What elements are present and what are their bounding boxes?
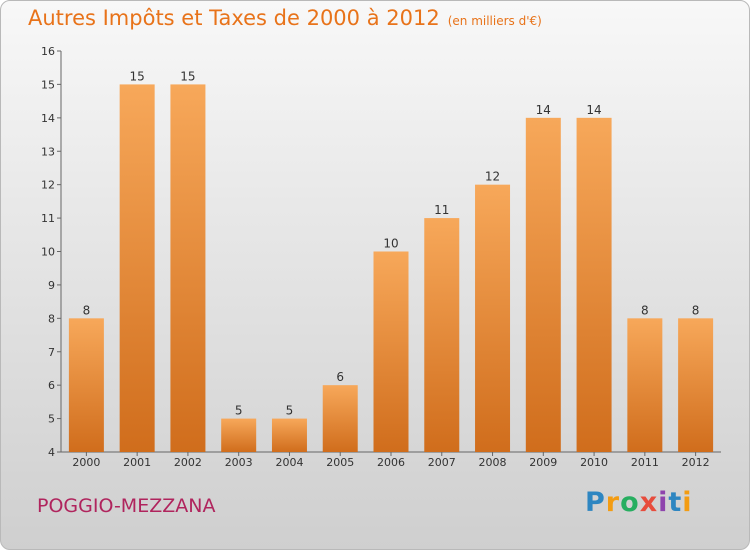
bar: [475, 184, 511, 452]
proxiti-logo: Proxiti: [585, 487, 693, 518]
y-tick-label: 9: [48, 279, 55, 292]
logo-letter: x: [639, 487, 659, 518]
bar: [68, 318, 104, 452]
data-label: 8: [83, 303, 91, 317]
logo-letter: r: [605, 487, 621, 518]
data-label: 12: [485, 170, 500, 184]
y-tick-label: 16: [41, 45, 55, 58]
x-tick-label: 2000: [72, 456, 100, 469]
logo-letter: t: [668, 487, 683, 518]
x-tick-label: 2006: [377, 456, 405, 469]
y-tick-label: 4: [48, 446, 55, 459]
x-tick-label: 2009: [529, 456, 557, 469]
bar: [627, 318, 663, 452]
data-label: 15: [180, 69, 195, 83]
y-tick-label: 11: [41, 212, 55, 225]
data-label: 10: [383, 237, 398, 251]
x-tick-label: 2007: [428, 456, 456, 469]
x-tick-label: 2002: [174, 456, 202, 469]
y-tick-label: 7: [48, 346, 55, 359]
y-tick-label: 6: [48, 379, 55, 392]
labels: 2000 8 2001 15 2002 15 2003 5 2004 5 2005 6 2006 10 20…: [72, 69, 709, 469]
y-tick-label: 14: [41, 112, 55, 125]
bar: [678, 318, 714, 452]
y-tick-label: 15: [41, 78, 55, 91]
data-label: 6: [336, 370, 344, 384]
y-tick-label: 5: [48, 413, 55, 426]
y-tick-label: 12: [41, 179, 55, 192]
bar: [424, 218, 460, 452]
bar: [576, 117, 612, 452]
bar: [373, 251, 409, 452]
logo-letter: P: [585, 487, 606, 518]
x-tick-label: 2003: [225, 456, 253, 469]
data-label: 15: [130, 69, 145, 83]
x-tick-label: 2010: [580, 456, 608, 469]
bar: [525, 117, 561, 452]
data-label: 14: [586, 103, 601, 117]
data-label: 8: [692, 303, 700, 317]
data-label: 5: [235, 404, 243, 418]
x-tick-label: 2004: [275, 456, 303, 469]
y-tick-label: 8: [48, 312, 55, 325]
bar: [271, 418, 307, 452]
chart-title: Autres Impôts et Taxes de 2000 à 2012 (en…: [28, 6, 542, 30]
place-name: POGGIO-MEZZANA: [37, 495, 216, 517]
logo-letter: i: [658, 487, 669, 518]
x-tick-label: 2011: [631, 456, 659, 469]
bars: [68, 84, 714, 453]
x-tick-label: 2005: [326, 456, 354, 469]
bar: [119, 84, 155, 453]
y-tick-label: 10: [41, 246, 55, 259]
data-label: 11: [434, 203, 449, 217]
bar: [221, 418, 257, 452]
x-tick-label: 2001: [123, 456, 151, 469]
data-label: 14: [536, 103, 551, 117]
x-tick-label: 2012: [682, 456, 710, 469]
bar: [170, 84, 206, 453]
bar: [322, 385, 358, 452]
data-label: 5: [286, 404, 294, 418]
x-tick-label: 2008: [479, 456, 507, 469]
y-tick-label: 13: [41, 145, 55, 158]
logo-letter: i: [682, 487, 693, 518]
chart-title-text: Autres Impôts et Taxes de 2000 à 2012: [28, 6, 440, 30]
logo-letter: o: [620, 487, 640, 518]
chart-unit: (en milliers d'€): [447, 14, 542, 28]
data-label: 8: [641, 303, 649, 317]
